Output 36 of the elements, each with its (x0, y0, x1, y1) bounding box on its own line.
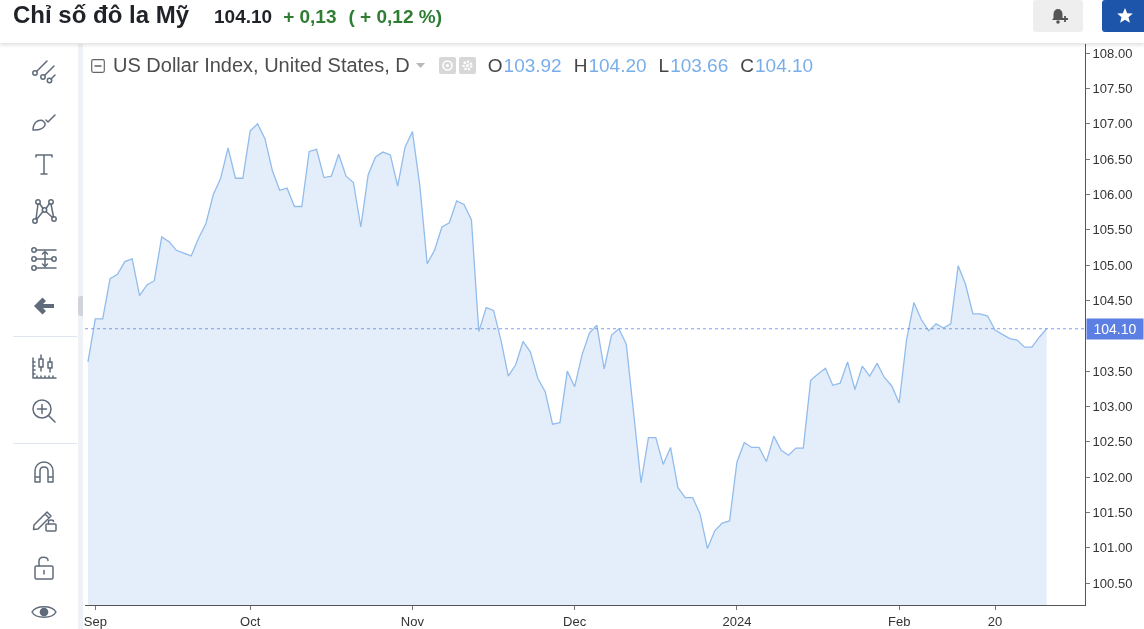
x-tick-label: Sep (83, 613, 107, 629)
text: ( + 0,12 %) (348, 6, 442, 28)
x-tick-label: 20 (987, 613, 1003, 629)
text: + 0,13 (283, 6, 337, 28)
annotation: 103.92 (503, 54, 562, 77)
annotation: H (573, 54, 588, 77)
text: 104.10 (214, 6, 273, 28)
y-tick-label: 101.00 (1092, 540, 1133, 556)
y-tick-label: 101.50 (1092, 504, 1133, 520)
annotation: L (658, 54, 670, 77)
y-tick-label: 106.00 (1092, 187, 1133, 203)
annotation: 103.66 (670, 54, 729, 77)
y-tick-label: 102.00 (1092, 469, 1133, 485)
y-tick-label: 102.50 (1092, 434, 1133, 450)
y-tick-label: 105.50 (1092, 222, 1133, 238)
y-tick-label: 104.50 (1092, 293, 1133, 309)
y-tick-label: 106.50 (1092, 151, 1133, 167)
ref-line-label: 104.10 (1093, 321, 1137, 337)
y-tick-label: 103.50 (1092, 363, 1133, 379)
annotation: C (740, 54, 754, 77)
text: US Dollar Index, United States, D (113, 54, 410, 77)
x-tick-label: Oct (240, 613, 261, 629)
y-tick-label: 108.00 (1092, 45, 1133, 61)
y-tick-label: 100.50 (1092, 575, 1133, 591)
x-tick-label: Feb (887, 613, 911, 629)
annotation: 104.20 (588, 54, 647, 77)
annotation: 104.10 (755, 54, 814, 77)
chart-title: Chỉ số đô la Mỹ (13, 1, 190, 29)
x-tick-label: Dec (563, 613, 587, 629)
x-tick-label: 2024 (722, 613, 752, 629)
y-tick-label: 107.50 (1092, 81, 1133, 97)
y-tick-label: 103.00 (1092, 399, 1133, 415)
y-tick-label: 107.00 (1092, 116, 1133, 132)
annotation: O (487, 54, 503, 77)
y-tick-label: 105.00 (1092, 257, 1133, 273)
x-tick-label: Nov (400, 613, 425, 629)
